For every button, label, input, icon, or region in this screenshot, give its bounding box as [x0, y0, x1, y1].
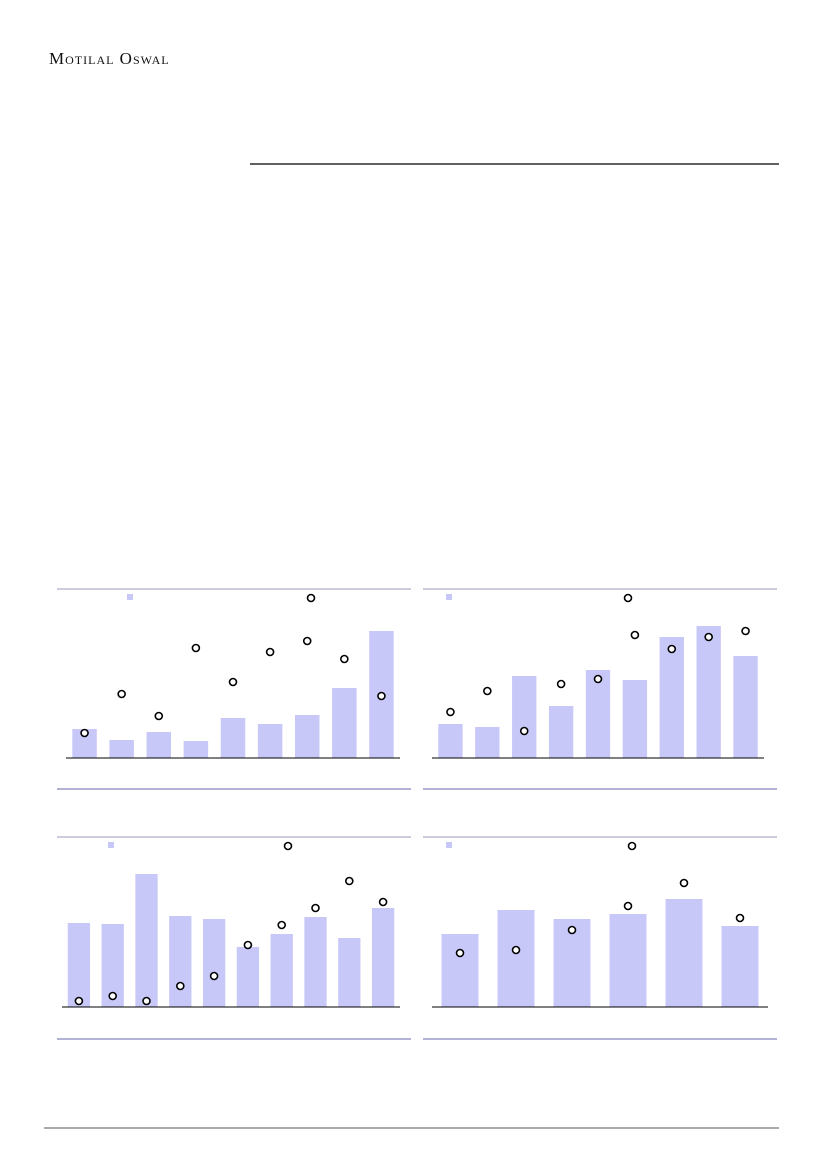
bar	[659, 637, 684, 758]
bar	[109, 740, 134, 758]
bar	[441, 934, 479, 1007]
bar	[609, 914, 647, 1007]
point	[80, 728, 89, 738]
point	[377, 691, 386, 701]
legend-marker	[283, 841, 293, 851]
bar	[696, 626, 721, 758]
legend-marker	[306, 593, 316, 603]
bar	[371, 908, 395, 1007]
point	[593, 674, 603, 684]
bar	[101, 924, 124, 1007]
point	[511, 945, 521, 955]
point	[455, 948, 465, 958]
point	[228, 677, 238, 687]
point	[142, 996, 151, 1006]
legend-swatch	[446, 594, 452, 600]
bar	[721, 926, 759, 1007]
point	[340, 654, 349, 664]
bar	[169, 916, 192, 1007]
bar	[294, 715, 320, 758]
bar	[332, 688, 357, 758]
point	[209, 971, 219, 981]
bar	[202, 919, 226, 1007]
bar	[135, 874, 158, 1007]
point	[667, 644, 677, 654]
point	[117, 689, 126, 699]
bar	[236, 947, 260, 1007]
bar	[585, 670, 611, 758]
point	[191, 643, 201, 653]
point	[556, 679, 566, 689]
point	[741, 626, 750, 636]
bar	[622, 680, 648, 758]
bar	[146, 732, 172, 758]
point	[311, 903, 320, 913]
legend-swatch	[127, 594, 133, 600]
bar	[304, 917, 327, 1007]
legend-marker	[627, 841, 637, 851]
bar	[270, 934, 293, 1007]
legend-swatch	[108, 842, 114, 848]
bar	[220, 718, 246, 758]
legend-swatch	[446, 842, 452, 848]
bar	[67, 923, 91, 1007]
point	[243, 940, 253, 950]
point	[302, 636, 312, 646]
point	[704, 632, 713, 642]
point	[483, 686, 492, 696]
point	[567, 925, 577, 935]
point	[378, 897, 388, 907]
point	[344, 876, 354, 886]
bar	[257, 724, 283, 758]
point	[176, 981, 185, 991]
bar	[512, 676, 537, 758]
legend-marker	[623, 593, 633, 603]
point	[623, 901, 633, 911]
point	[265, 647, 275, 657]
bar	[475, 727, 500, 758]
bar	[438, 724, 463, 758]
point	[108, 991, 117, 1001]
bar	[733, 656, 758, 758]
point	[679, 878, 689, 888]
point	[735, 913, 745, 923]
bar	[548, 706, 574, 758]
bar	[183, 741, 209, 758]
brand: Motilal Oswal	[49, 49, 170, 68]
point	[519, 726, 529, 736]
bar	[665, 899, 703, 1007]
point	[154, 711, 164, 721]
point	[630, 630, 640, 640]
point	[446, 707, 455, 717]
point	[277, 920, 287, 930]
bar	[497, 910, 535, 1007]
point	[74, 996, 84, 1006]
bar	[338, 938, 361, 1007]
